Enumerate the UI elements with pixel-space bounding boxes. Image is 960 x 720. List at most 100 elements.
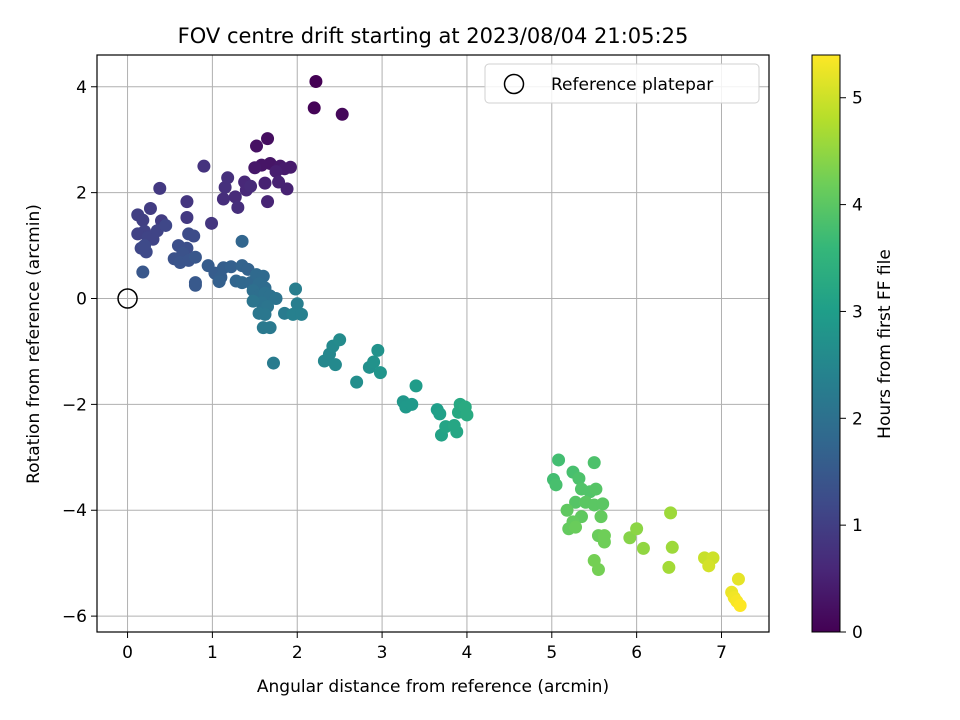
data-point bbox=[263, 321, 277, 335]
data-point bbox=[335, 107, 349, 121]
data-point bbox=[589, 482, 603, 496]
colorbar-tick-label: 5 bbox=[852, 89, 863, 109]
x-tick-label: 7 bbox=[716, 643, 727, 663]
data-point bbox=[731, 572, 745, 586]
data-point bbox=[733, 599, 747, 613]
data-point bbox=[261, 195, 275, 209]
data-point bbox=[460, 408, 474, 422]
y-tick-label: 4 bbox=[76, 78, 87, 98]
data-point bbox=[153, 181, 167, 195]
data-point bbox=[180, 195, 194, 209]
x-tick-label: 3 bbox=[377, 643, 388, 663]
y-tick-label: −2 bbox=[62, 395, 87, 415]
data-point bbox=[188, 250, 202, 264]
data-point bbox=[212, 275, 226, 289]
data-point bbox=[235, 234, 249, 248]
legend-entry-reference-platepar: Reference platepar bbox=[551, 75, 713, 95]
x-axis-label: Angular distance from reference (arcmin) bbox=[257, 677, 609, 697]
data-point bbox=[367, 355, 381, 369]
data-point bbox=[371, 343, 385, 357]
data-point bbox=[289, 282, 303, 296]
data-point bbox=[405, 397, 419, 411]
data-point bbox=[258, 176, 272, 190]
legend-box bbox=[484, 63, 760, 104]
data-point bbox=[702, 559, 716, 573]
data-point bbox=[307, 101, 321, 115]
x-tick-label: 5 bbox=[546, 643, 557, 663]
data-point bbox=[248, 161, 262, 175]
legend-reference-marker bbox=[503, 73, 525, 95]
data-point bbox=[131, 227, 145, 241]
data-point bbox=[246, 294, 260, 308]
data-point bbox=[138, 239, 152, 253]
grid-lines bbox=[97, 55, 769, 632]
x-tick-label: 6 bbox=[631, 643, 642, 663]
data-point bbox=[228, 190, 242, 204]
data-point bbox=[569, 495, 583, 509]
x-tick-label: 2 bbox=[292, 643, 303, 663]
data-point bbox=[623, 531, 637, 545]
data-point bbox=[587, 456, 601, 470]
data-points bbox=[131, 74, 747, 613]
data-point bbox=[630, 522, 644, 536]
data-point bbox=[143, 202, 157, 216]
colorbar-tick-label: 4 bbox=[852, 196, 863, 216]
data-point bbox=[350, 375, 364, 389]
data-point bbox=[266, 356, 280, 370]
x-tick-label: 4 bbox=[462, 643, 473, 663]
data-point bbox=[269, 292, 283, 306]
colorbar-tick-label: 3 bbox=[852, 302, 863, 322]
data-point bbox=[159, 218, 173, 232]
data-point bbox=[309, 74, 323, 88]
data-point bbox=[560, 503, 574, 517]
reference-marker bbox=[117, 288, 138, 309]
data-point bbox=[250, 139, 264, 153]
data-point bbox=[333, 333, 347, 347]
data-point bbox=[221, 171, 235, 185]
data-point bbox=[188, 278, 202, 292]
data-point bbox=[596, 497, 610, 511]
data-point bbox=[597, 535, 611, 549]
legend: Reference platepar bbox=[484, 63, 760, 104]
data-point bbox=[294, 307, 308, 321]
data-point bbox=[409, 379, 423, 393]
colorbar-tick-label: 0 bbox=[852, 623, 863, 643]
data-point bbox=[572, 471, 586, 485]
data-point bbox=[290, 297, 304, 311]
data-point bbox=[594, 510, 608, 524]
x-tick-label: 1 bbox=[207, 643, 218, 663]
y-axis-label: Rotation from reference (arcmin) bbox=[24, 204, 44, 484]
data-point bbox=[664, 506, 678, 520]
data-point bbox=[231, 200, 245, 214]
data-point bbox=[662, 560, 676, 574]
data-point bbox=[244, 179, 258, 193]
y-tick-label: −4 bbox=[62, 501, 87, 521]
colorbar-tick-label: 2 bbox=[852, 409, 863, 429]
data-point bbox=[450, 425, 464, 439]
data-point bbox=[272, 175, 286, 189]
colorbar-label: Hours from first FF file bbox=[875, 249, 895, 439]
data-point bbox=[569, 520, 583, 534]
data-point bbox=[136, 213, 150, 227]
plot-frame bbox=[96, 54, 770, 633]
x-tick-label: 0 bbox=[122, 643, 133, 663]
data-point bbox=[552, 453, 566, 467]
data-point bbox=[205, 216, 219, 230]
colorbar-ticks: 0 1 2 3 4 5 bbox=[840, 89, 863, 643]
data-point bbox=[216, 192, 230, 206]
colorbar bbox=[811, 54, 841, 633]
data-point bbox=[433, 407, 447, 421]
y-tick-label: −6 bbox=[62, 607, 87, 627]
data-point bbox=[591, 563, 605, 577]
data-point bbox=[665, 540, 679, 554]
x-axis: 0 1 2 3 4 5 6 7 bbox=[122, 632, 727, 663]
y-tick-label: 0 bbox=[76, 290, 87, 310]
data-point bbox=[261, 132, 275, 146]
data-point bbox=[328, 358, 342, 372]
reference-platepar-marker bbox=[117, 288, 138, 309]
data-point bbox=[180, 211, 194, 225]
y-axis: −6 −4 −2 0 2 4 bbox=[62, 78, 97, 627]
data-point bbox=[636, 541, 650, 555]
data-point bbox=[136, 265, 150, 279]
